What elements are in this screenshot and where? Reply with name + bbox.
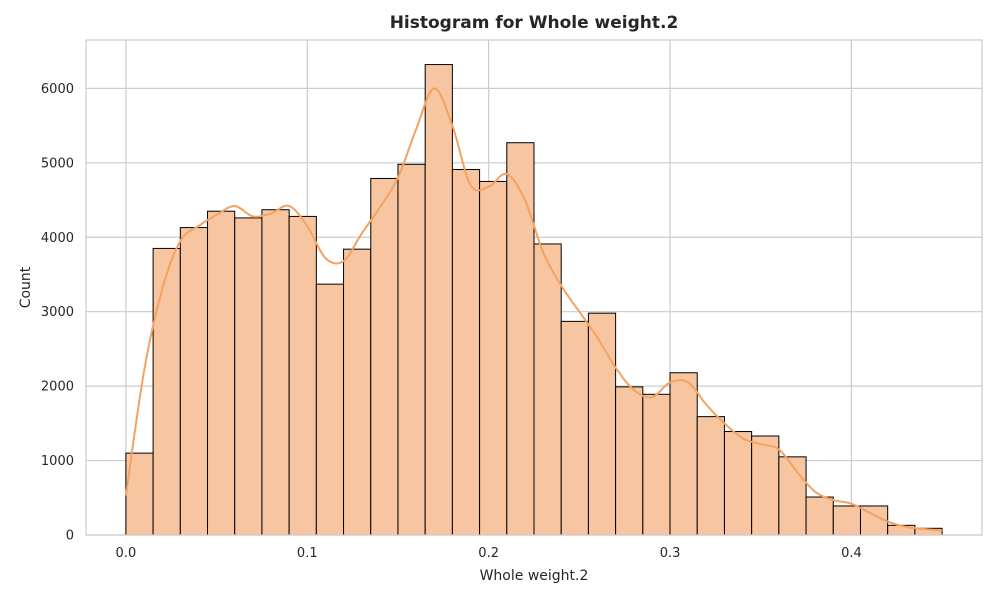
- y-tick-label: 5000: [41, 156, 74, 171]
- histogram-bar: [451, 169, 481, 536]
- histogram-bar: [560, 320, 589, 536]
- histogram-bar: [152, 247, 181, 536]
- histogram-bar: [506, 142, 535, 536]
- kde-layer: [124, 87, 943, 532]
- histogram-bar: [179, 227, 209, 536]
- histogram-bar: [533, 243, 562, 536]
- histogram-bar: [615, 386, 644, 536]
- y-tick-label: 6000: [41, 82, 74, 97]
- histogram-bar: [370, 177, 399, 536]
- x-tick-label: 0.4: [841, 546, 862, 561]
- histogram-bar: [261, 209, 290, 536]
- y-tick-label: 2000: [41, 380, 74, 395]
- histogram-bar: [343, 248, 372, 536]
- y-tick-label: 1000: [41, 454, 74, 469]
- x-tick-label: 0.3: [660, 546, 681, 561]
- axes-frame: [85, 39, 983, 536]
- histogram-bar: [751, 435, 780, 536]
- x-tick-label: 0.0: [116, 546, 137, 561]
- x-tick-label: 0.2: [478, 546, 499, 561]
- x-tick-label: 0.1: [297, 546, 318, 561]
- histogram-bar: [642, 393, 671, 536]
- histogram-bar: [397, 163, 426, 536]
- histogram-bar: [696, 416, 725, 536]
- histogram-bar: [234, 217, 263, 536]
- x-axis-label: Whole weight.2: [480, 568, 589, 584]
- y-axis-label: Count: [18, 266, 34, 308]
- histogram-bar: [805, 496, 834, 536]
- histogram-bar: [315, 283, 345, 536]
- y-tick-label: 3000: [41, 305, 74, 320]
- histogram-bar: [288, 215, 317, 536]
- histogram-bar: [424, 64, 453, 536]
- histogram-bar: [207, 210, 236, 536]
- kde-line: [124, 87, 943, 532]
- histogram-bar: [669, 372, 698, 536]
- ticks-layer: 0 1000 2000 3000 4000 5000 6000 0.0 0.1 0.2 0.3 0.4: [41, 82, 862, 561]
- y-tick-label: 0: [66, 529, 74, 544]
- bars-layer: [125, 64, 943, 536]
- histogram-bar: [832, 505, 861, 536]
- chart-title: Histogram for Whole weight.2: [389, 13, 679, 33]
- histogram-bar: [479, 180, 508, 536]
- histogram-bar: [723, 431, 753, 536]
- y-tick-label: 4000: [41, 231, 74, 246]
- histogram-bar: [778, 456, 807, 536]
